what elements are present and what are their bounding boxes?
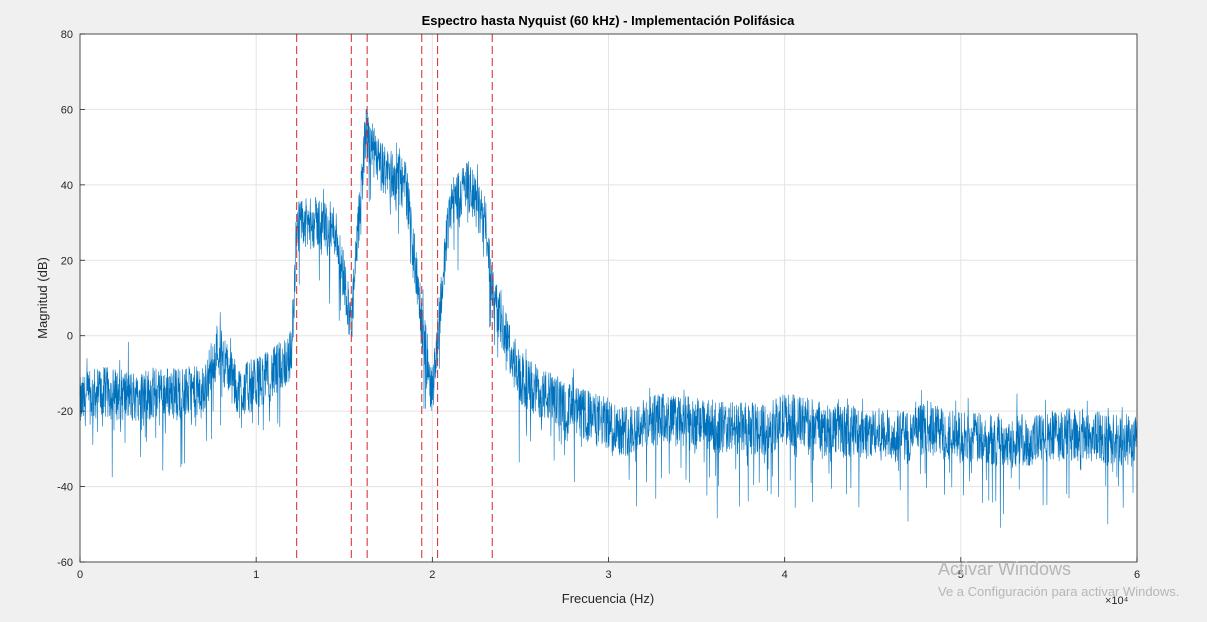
y-axis-label: Magnitud (dB) (35, 257, 50, 339)
x-axis-ticks: 0 1 2 3 4 5 6 (77, 557, 1140, 581)
y-tick-label: 80 (61, 29, 73, 41)
y-tick-label: 0 (67, 331, 73, 343)
x-tick-label: 4 (782, 569, 788, 581)
series-layer (79, 108, 1138, 528)
dashed-markers (296, 34, 493, 562)
x-tick-label: 6 (1134, 569, 1140, 581)
watermark-title: Activar Windows (938, 559, 1072, 579)
y-tick-label: -60 (57, 557, 73, 569)
x-tick-label: 3 (605, 569, 611, 581)
y-tick-label: -20 (57, 406, 73, 418)
y-axis-ticks: -60 -40 -20 0 20 40 60 80 (57, 29, 85, 569)
y-tick-label: 20 (61, 255, 73, 267)
x-tick-label: 5 (958, 569, 964, 581)
chart-title: Espectro hasta Nyquist (60 kHz) - Implem… (422, 13, 796, 28)
y-tick-label: -40 (57, 482, 73, 494)
x-axis-label: Frecuencia (Hz) (562, 591, 654, 606)
y-tick-label: 40 (61, 180, 73, 192)
y-tick-label: 60 (61, 104, 73, 116)
watermark-subtitle: Ve a Configuración para activar Windows. (938, 584, 1180, 599)
spectrum-line (79, 108, 1138, 528)
x-tick-label: 2 (429, 569, 435, 581)
x-tick-label: 1 (253, 569, 259, 581)
x-tick-label: 0 (77, 569, 83, 581)
x-exponent-label: ×10⁴ (1105, 595, 1129, 607)
